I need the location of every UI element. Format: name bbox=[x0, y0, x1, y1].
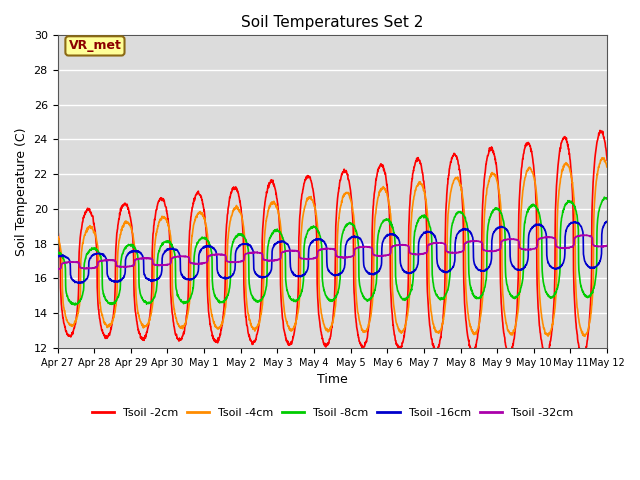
Y-axis label: Soil Temperature (C): Soil Temperature (C) bbox=[15, 127, 28, 256]
Title: Soil Temperatures Set 2: Soil Temperatures Set 2 bbox=[241, 15, 424, 30]
X-axis label: Time: Time bbox=[317, 373, 348, 386]
Text: VR_met: VR_met bbox=[68, 39, 122, 52]
Legend: Tsoil -2cm, Tsoil -4cm, Tsoil -8cm, Tsoil -16cm, Tsoil -32cm: Tsoil -2cm, Tsoil -4cm, Tsoil -8cm, Tsoi… bbox=[87, 403, 577, 422]
